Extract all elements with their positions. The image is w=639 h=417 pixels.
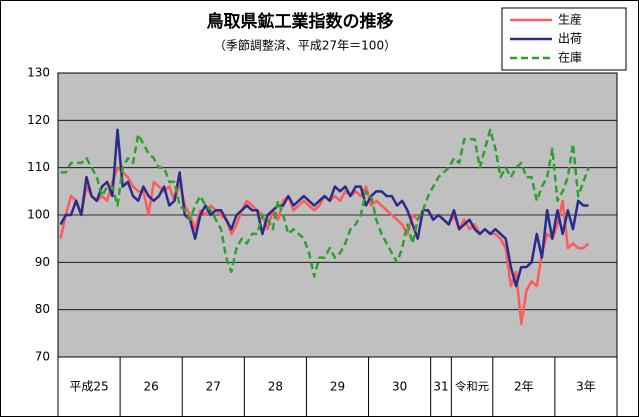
x-tick-label: 29 [330,380,345,394]
y-tick-label: 90 [35,255,50,269]
legend-label: 生産 [558,12,582,27]
y-tick-label: 80 [35,302,50,316]
legend-label: 在庫 [558,51,582,65]
chart-subtitle: （季節調整済、平成27年＝100） [214,38,396,53]
series-line [60,128,590,278]
x-tick-label: 28 [268,380,283,394]
y-tick-label: 120 [27,113,50,127]
y-tick-label: 100 [27,208,50,222]
legend-label: 出荷 [558,32,582,46]
series-line [59,128,589,288]
chart-title: 鳥取県鉱工業指数の推移 [207,11,394,32]
x-tick-label: 令和元 [455,379,489,393]
x-tick-label: 26 [144,380,159,394]
y-tick-label: 110 [27,160,50,174]
x-tick-label: 27 [206,380,221,394]
x-tick-label: 31 [433,380,448,394]
y-tick-label: 130 [27,66,50,80]
x-tick-label: 3年 [576,380,596,394]
x-tick-label: 平成25 [69,380,108,394]
y-tick-label: 70 [35,350,50,364]
x-tick-label: 2年 [514,380,534,394]
x-tick-label: 30 [392,380,407,394]
